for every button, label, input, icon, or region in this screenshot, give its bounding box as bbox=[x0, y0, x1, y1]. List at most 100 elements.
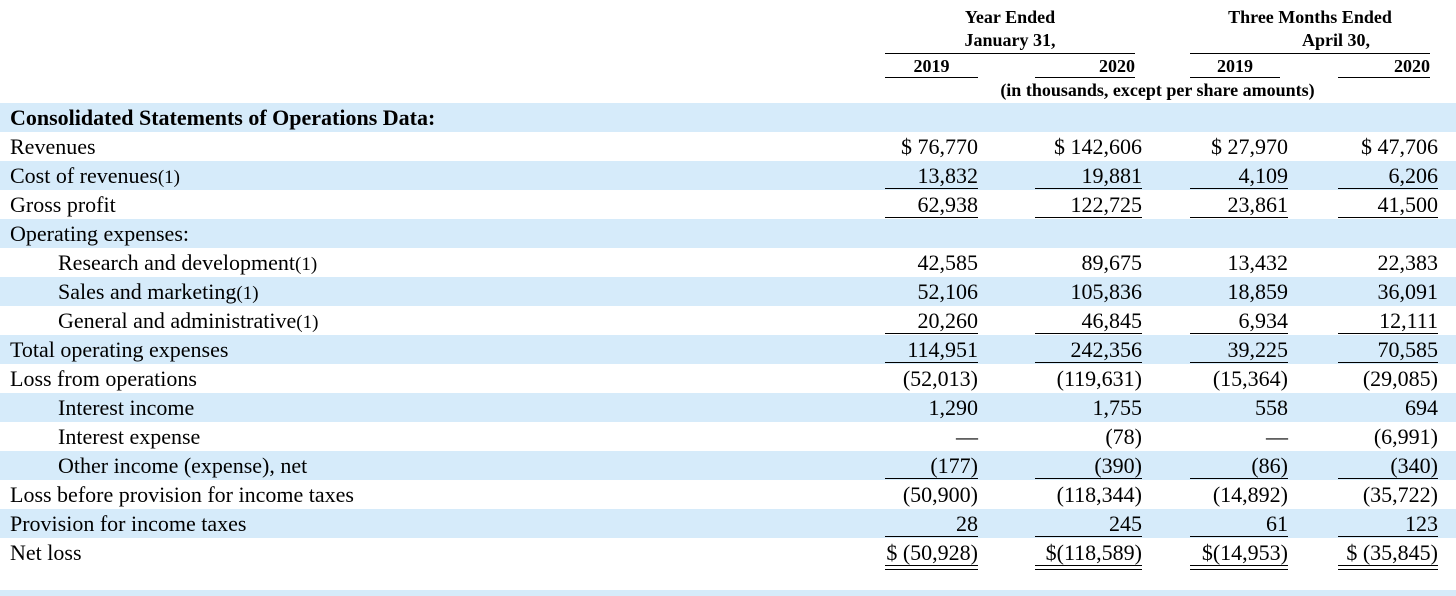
table-row: General and administrative(1) 20,260 46,84… bbox=[0, 306, 1456, 335]
value-cell: 19,881 bbox=[1081, 163, 1143, 188]
value-cell: $(14,953) bbox=[1201, 540, 1288, 565]
subtotal-rule bbox=[1035, 217, 1142, 218]
row-label-text: Net loss bbox=[10, 540, 82, 565]
row-label: General and administrative(1) bbox=[58, 309, 318, 335]
table-row: Loss before provision for income taxes (5… bbox=[0, 480, 1456, 509]
header-year-ended-line1: Year Ended bbox=[964, 7, 1056, 27]
table-row: Total operating expenses 114,951 242,356 39… bbox=[0, 335, 1456, 364]
value-cell: 6,206 bbox=[1388, 163, 1439, 188]
section-title-row: Consolidated Statements of Operations Da… bbox=[0, 103, 1456, 132]
value-cell: $ 76,770 bbox=[901, 134, 978, 159]
value-cell: 23,861 bbox=[1227, 192, 1289, 217]
subtotal-rule bbox=[1190, 217, 1288, 218]
value-cell: — bbox=[956, 424, 978, 449]
table-row: Research and development(1) 42,585 89,675 1… bbox=[0, 248, 1456, 277]
value-cell: 13,832 bbox=[917, 163, 979, 188]
header-year-ended: Year Ended January 31, bbox=[885, 6, 1135, 52]
value-cell: (14,892) bbox=[1212, 482, 1288, 507]
value-cell: 28 bbox=[956, 511, 978, 536]
value-cell: $ 27,970 bbox=[1211, 134, 1288, 159]
row-label: Research and development(1) bbox=[58, 251, 317, 277]
subtotal-rule bbox=[1035, 333, 1142, 334]
value-cell: (78) bbox=[1105, 424, 1142, 449]
row-label: Operating expenses: bbox=[10, 222, 189, 246]
value-cell: — bbox=[1266, 424, 1288, 449]
row-label-text: Sales and marketing bbox=[58, 279, 237, 304]
subtotal-rule bbox=[1338, 217, 1438, 218]
value-cell: 242,356 bbox=[1070, 337, 1143, 362]
subtotal-rule bbox=[1338, 478, 1438, 479]
value-cell: 39,225 bbox=[1227, 337, 1289, 362]
table-row: Gross profit 62,938 122,725 23,861 41,500 bbox=[0, 190, 1456, 219]
value-cell: (118,344) bbox=[1056, 482, 1142, 507]
row-label: Interest expense bbox=[58, 425, 200, 449]
value-cell: $ (35,845) bbox=[1346, 540, 1438, 565]
value-cell: $ 142,606 bbox=[1054, 134, 1142, 159]
value-cell: 46,845 bbox=[1081, 308, 1143, 333]
row-label-text: Loss from operations bbox=[10, 366, 197, 391]
subtotal-rule bbox=[885, 536, 978, 537]
row-label-text: Loss before provision for income taxes bbox=[10, 482, 354, 507]
row-label-text: Operating expenses: bbox=[10, 221, 189, 246]
year-header-1: 2020 bbox=[1099, 56, 1135, 76]
subtotal-rule bbox=[1035, 362, 1142, 363]
table-row: Revenues $ 76,770 $ 142,606 $ 27,970 $ 47,70… bbox=[0, 132, 1456, 161]
table-row: Provision for income taxes 28 245 61 123 bbox=[0, 509, 1456, 538]
year-rule-0 bbox=[885, 77, 978, 78]
footnote-marker: (1) bbox=[157, 167, 181, 188]
value-cell: $(118,589) bbox=[1045, 540, 1142, 565]
row-label: Total operating expenses bbox=[10, 338, 228, 362]
value-cell: (6,991) bbox=[1373, 424, 1438, 449]
row-label-text: Interest expense bbox=[58, 424, 201, 449]
value-cell: 36,091 bbox=[1377, 279, 1439, 304]
row-label: Provision for income taxes bbox=[10, 512, 246, 536]
subtotal-rule bbox=[1190, 478, 1288, 479]
units-subtitle: (in thousands, except per share amounts) bbox=[1000, 80, 1315, 100]
value-cell: 52,106 bbox=[917, 279, 979, 304]
subtotal-rule bbox=[885, 217, 978, 218]
bottom-band bbox=[0, 590, 1456, 596]
value-cell: $ 47,706 bbox=[1361, 134, 1438, 159]
value-cell: (390) bbox=[1094, 453, 1142, 478]
subtotal-rule bbox=[885, 362, 978, 363]
header-rule-year bbox=[885, 53, 1135, 54]
value-cell: (86) bbox=[1251, 453, 1288, 478]
table-row: Net loss $ (50,928) $(118,589) $(14,953) $ (… bbox=[0, 538, 1456, 567]
row-label-text: Total operating expenses bbox=[10, 337, 229, 362]
table-row: Operating expenses: bbox=[0, 219, 1456, 248]
subtotal-rule bbox=[1190, 333, 1288, 334]
row-label-text: General and administrative bbox=[58, 308, 297, 333]
value-cell: 62,938 bbox=[917, 192, 979, 217]
table-row: Interest income 1,290 1,755 558 694 bbox=[0, 393, 1456, 422]
value-cell: 20,260 bbox=[917, 308, 979, 333]
year-rule-2 bbox=[1190, 77, 1280, 78]
subtotal-rule bbox=[1338, 188, 1438, 189]
table-row: Loss from operations (52,013) (119,631) (15… bbox=[0, 364, 1456, 393]
table-row: Sales and marketing(1) 52,106 105,836 18,85… bbox=[0, 277, 1456, 306]
value-cell: (50,900) bbox=[902, 482, 978, 507]
value-cell: (52,013) bbox=[902, 366, 978, 391]
row-label-text: Interest income bbox=[58, 395, 195, 420]
value-cell: 6,934 bbox=[1238, 308, 1289, 333]
value-cell: 42,585 bbox=[917, 250, 979, 275]
value-cell: (29,085) bbox=[1362, 366, 1438, 391]
value-cell: (15,364) bbox=[1212, 366, 1288, 391]
value-cell: 245 bbox=[1109, 511, 1142, 536]
value-cell: 114,951 bbox=[907, 337, 978, 362]
value-cell: 18,859 bbox=[1227, 279, 1289, 304]
row-label-text: Cost of revenues bbox=[10, 163, 158, 188]
value-cell: 4,109 bbox=[1238, 163, 1289, 188]
value-cell: 105,836 bbox=[1070, 279, 1143, 304]
row-label-text: Other income (expense), net bbox=[58, 453, 308, 478]
row-label: Loss from operations bbox=[10, 367, 197, 391]
year-rule-3 bbox=[1338, 77, 1430, 78]
row-label: Sales and marketing(1) bbox=[58, 280, 259, 306]
row-label: Gross profit bbox=[10, 193, 116, 217]
header-three-months-line1: Three Months Ended bbox=[1228, 7, 1392, 27]
table-row: Cost of revenues(1) 13,832 19,881 4,109 6,20… bbox=[0, 161, 1456, 190]
value-cell: 1,290 bbox=[928, 395, 979, 420]
header-year-ended-line2: January 31, bbox=[964, 30, 1056, 50]
table-row: Interest expense — (78) — (6,991) bbox=[0, 422, 1456, 451]
header-three-months-line2: April 30, bbox=[1301, 30, 1370, 50]
row-label: Cost of revenues(1) bbox=[10, 164, 180, 190]
